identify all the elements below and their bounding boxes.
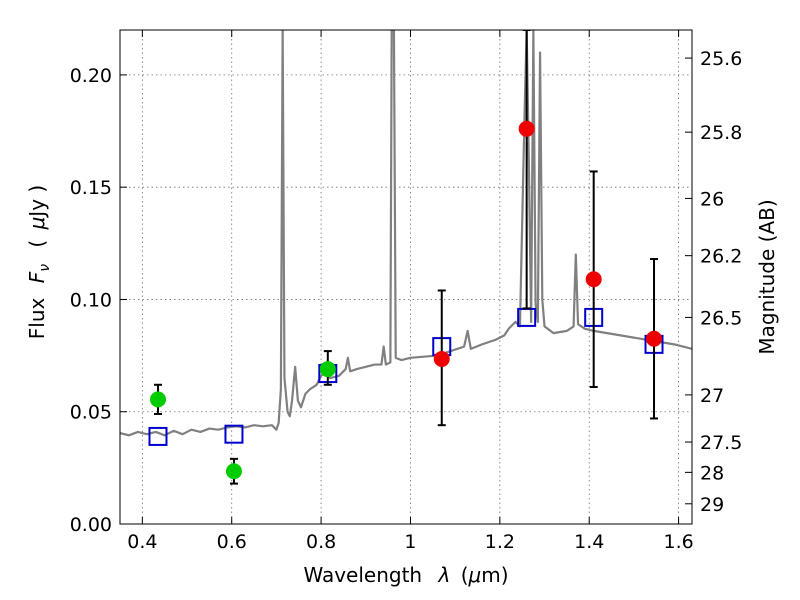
y2-tick-label: 25.6	[700, 48, 742, 70]
y2-tick-label: 26	[700, 188, 724, 210]
photometry-point	[319, 361, 336, 378]
y-axis: 0.00 0.05 0.10 0.15 0.20	[70, 65, 127, 536]
x-tick-label: 0.4	[127, 531, 157, 553]
plot-area	[120, 30, 692, 485]
y2-tick-label: 29	[700, 494, 724, 516]
x-axis-unit-mu: μ	[468, 563, 482, 587]
y-axis-unit-rest: Jy )	[25, 185, 49, 219]
y2-tick-label: 26.2	[700, 246, 742, 268]
photometry-point	[149, 391, 166, 408]
y-tick-label: 0.15	[70, 177, 112, 199]
x-axis-label-text: Wavelength	[303, 563, 422, 587]
photometry-point	[225, 463, 242, 480]
y-tick-label: 0.00	[70, 514, 112, 536]
photometry-point	[646, 330, 663, 347]
x-tick-label: 1.6	[663, 531, 693, 553]
y2-tick-label: 27.5	[700, 432, 742, 454]
y-tick-label: 0.20	[70, 65, 112, 87]
x-tick-label: 1.4	[574, 531, 604, 553]
x-axis: 0.4 0.6 0.8 1 1.2 1.4 1.6	[127, 30, 694, 553]
x-axis-unit-rest: m)	[481, 563, 508, 587]
photometry-point	[433, 350, 450, 367]
y-tick-label: 0.05	[70, 402, 112, 424]
y-axis-unit-mu: μ	[25, 217, 49, 231]
photometry-point	[518, 120, 535, 137]
model-square-point	[148, 426, 168, 446]
y-axis-unit-open: (	[25, 240, 49, 248]
y-axis-symbol: F	[25, 271, 49, 283]
x-tick-label: 0.6	[217, 531, 247, 553]
y-axis-label: Flux Fν ( μJy )	[25, 185, 54, 339]
y-tick-label: 0.10	[70, 289, 112, 311]
y-axis-label-text: Flux	[25, 297, 49, 339]
y2-tick-label: 25.8	[700, 122, 742, 144]
plot-frame	[119, 29, 693, 525]
y2-tick-label: 26.5	[700, 307, 742, 329]
x-axis-symbol: λ	[437, 563, 450, 587]
x-axis-unit-open: (	[461, 563, 469, 587]
y2-tick-label: 27	[700, 385, 724, 407]
x-axis-label: Wavelength λ (μm)	[303, 563, 508, 587]
x-tick-label: 0.8	[306, 531, 336, 553]
grid-lines	[120, 30, 692, 525]
photometry-point	[585, 271, 602, 288]
spectrum-line	[120, 30, 692, 437]
x-tick-label: 1	[404, 531, 416, 553]
model-square-point	[224, 424, 244, 444]
y2-axis-label: Magnitude (AB)	[755, 199, 779, 354]
y-axis-symbol-sub: ν	[37, 264, 53, 272]
y2-tick-label: 28	[700, 462, 724, 484]
y2-axis: 25.6 25.8 26 26.2 26.5 27 27.5 28 29	[685, 48, 742, 516]
x-tick-label: 1.2	[485, 531, 515, 553]
